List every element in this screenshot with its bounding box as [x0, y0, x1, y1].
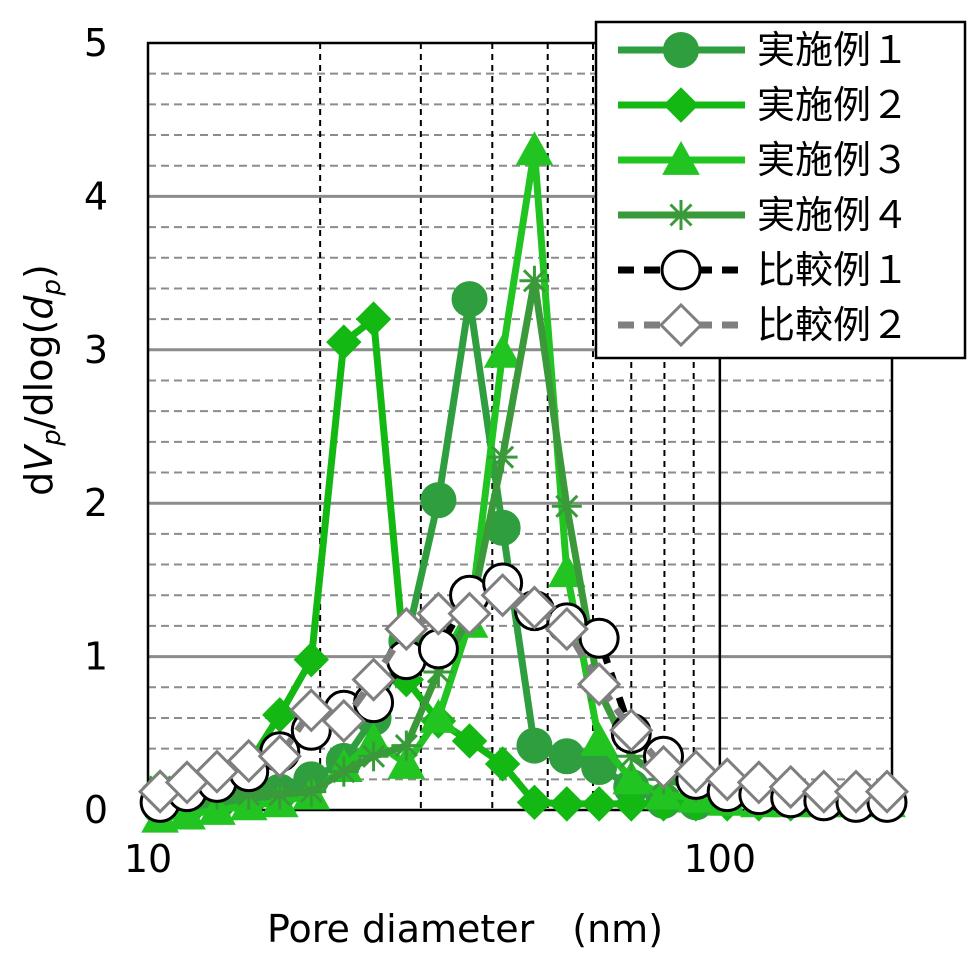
data-point — [387, 744, 426, 779]
data-point — [512, 585, 557, 630]
data-point — [484, 746, 521, 782]
legend-item: 実施例３ — [618, 138, 909, 182]
data-point — [516, 727, 553, 764]
asterisk-stroke — [522, 269, 547, 293]
data-point — [609, 708, 654, 753]
data-point — [420, 482, 457, 519]
asterisk-stroke — [362, 744, 386, 768]
x-tick-label: 10 — [124, 837, 172, 881]
data-point — [663, 32, 699, 68]
data-point — [293, 641, 330, 678]
data-point — [351, 657, 396, 702]
data-point — [296, 776, 327, 807]
data-point — [548, 738, 585, 775]
data-point — [257, 734, 302, 779]
data-point — [660, 249, 702, 291]
data-point — [355, 301, 392, 337]
data-point — [864, 769, 910, 814]
data-point — [321, 698, 366, 744]
data-point — [487, 442, 518, 473]
legend-label: 実施例４ — [757, 193, 909, 237]
asterisk-stroke — [491, 445, 515, 469]
data-point — [577, 662, 622, 707]
data-point — [658, 302, 704, 348]
legend-item: 比較例１ — [618, 248, 909, 292]
data-point — [384, 606, 429, 652]
legend-item: 実施例１ — [618, 28, 909, 72]
data-point — [451, 281, 488, 318]
legend-item: 比較例２ — [618, 302, 909, 348]
legend-label: 実施例１ — [757, 28, 909, 72]
data-point — [358, 741, 389, 772]
data-point — [515, 131, 554, 166]
asterisk-stroke — [299, 780, 323, 804]
tick-labels: 0 1 2 3 4 5 10 100 — [84, 21, 756, 881]
legend-box — [594, 20, 967, 360]
asterisk-stroke — [669, 203, 693, 227]
y-tick-label: 2 — [84, 481, 108, 525]
data-point — [264, 779, 295, 810]
legend: 実施例１ 実施例２ 実施例３ 実施例４ 比較例１ 比較例２ — [594, 20, 967, 360]
data-point — [641, 744, 686, 790]
data-point — [578, 617, 620, 659]
data-point — [673, 749, 719, 794]
data-point — [768, 764, 813, 810]
data-point — [326, 324, 362, 360]
legend-item: 実施例４ — [618, 193, 909, 237]
legend-label: 実施例３ — [757, 138, 909, 182]
legend-label: 比較例２ — [757, 303, 909, 347]
data-point — [483, 333, 522, 368]
data-point — [581, 786, 617, 822]
y-tick-label: 4 — [84, 174, 108, 218]
data-point — [328, 756, 359, 787]
y-axis-title: dVp/dlog(dp) — [17, 264, 67, 496]
data-point — [516, 784, 553, 821]
y-tick-label: 0 — [84, 788, 108, 832]
data-point — [551, 491, 582, 522]
data-point — [801, 769, 846, 814]
data-point — [480, 573, 525, 618]
asterisk-stroke — [555, 494, 579, 518]
asterisk-stroke — [394, 734, 418, 758]
plot-frame — [146, 41, 894, 812]
x-tick-label: 100 — [684, 837, 757, 881]
data-point — [519, 265, 550, 296]
y-tick-label: 1 — [84, 635, 108, 679]
legend-item: 実施例２ — [618, 83, 909, 127]
data-point — [416, 591, 461, 636]
data-point — [663, 87, 699, 123]
data-point — [666, 200, 696, 230]
data-point — [391, 730, 422, 761]
data-point — [168, 795, 206, 830]
legend-label: 比較例１ — [757, 248, 909, 292]
asterisk-stroke — [332, 760, 356, 784]
y-tick-label: 5 — [84, 21, 108, 65]
y-tick-label: 3 — [84, 328, 108, 372]
legend-label: 実施例２ — [757, 83, 909, 127]
data-point — [544, 606, 589, 652]
data-point — [705, 757, 750, 802]
data-point — [833, 769, 879, 814]
data-point — [419, 698, 458, 733]
series-layer — [137, 131, 910, 833]
data-point — [194, 749, 240, 794]
data-point — [549, 786, 585, 822]
data-point — [451, 723, 488, 759]
data-point — [613, 786, 649, 822]
data-point — [289, 688, 334, 733]
data-point — [662, 140, 700, 175]
data-point — [612, 760, 651, 795]
x-axis-title: Pore diameter (nm) — [267, 907, 663, 951]
asterisk-stroke — [268, 783, 292, 807]
data-point — [580, 721, 618, 756]
data-point — [736, 760, 781, 805]
data-point — [447, 591, 492, 636]
series-6 — [137, 573, 910, 814]
